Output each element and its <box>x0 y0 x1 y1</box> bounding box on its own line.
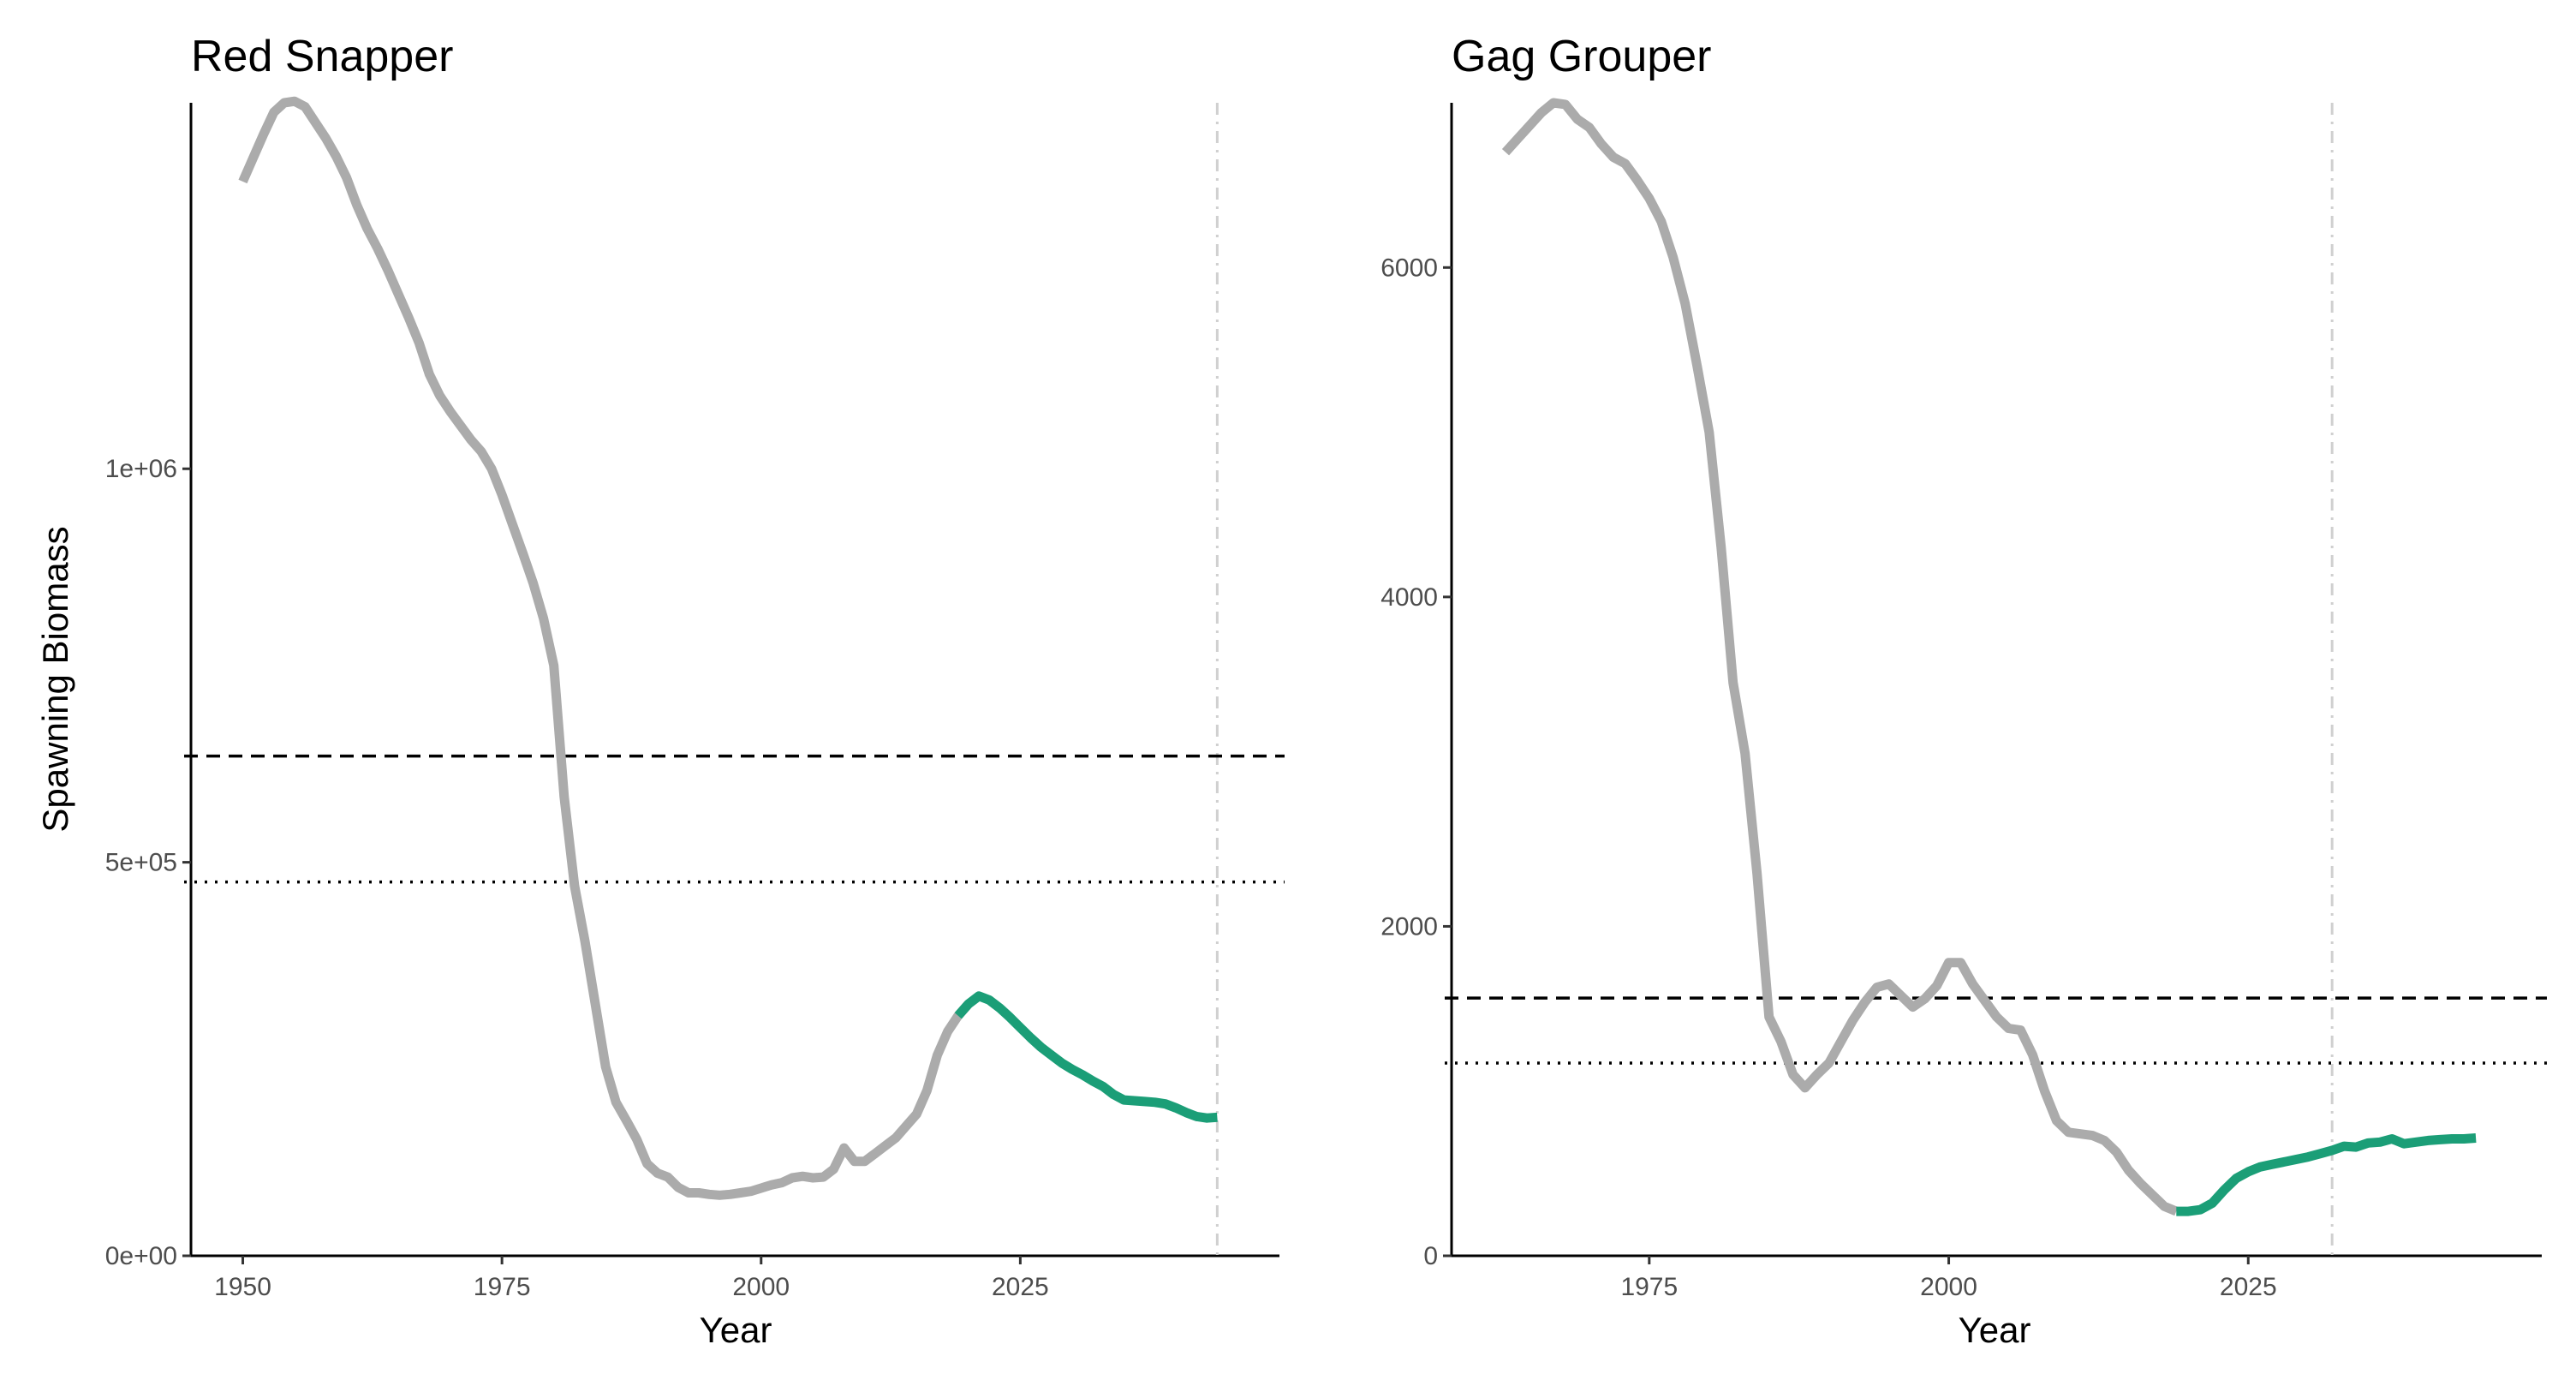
y-tick-label: 6000 <box>1380 254 1438 282</box>
x-tick-label: 1950 <box>214 1273 271 1301</box>
y-tick-label: 1e+06 <box>105 455 177 483</box>
y-tick-label: 0e+00 <box>105 1242 177 1270</box>
panel-gag-grouper: Gag Grouper Year 0 2000 4000 6000 1975 2000 20… <box>1380 32 2547 1350</box>
projected-series-line <box>954 991 1218 1123</box>
historical-series-line <box>238 96 973 1200</box>
x-axis-title: Year <box>700 1310 772 1350</box>
x-tick-label: 2000 <box>732 1273 790 1301</box>
historical-series-line <box>1501 98 2179 1216</box>
y-tick-label: 0 <box>1423 1242 1438 1270</box>
projected-series-line <box>2176 1133 2477 1216</box>
panel-title: Red Snapper <box>191 32 453 81</box>
panel-red-snapper: Red Snapper Year 0e+00 5e+05 1e+06 1950 1975… <box>105 32 1285 1350</box>
x-tick-label: 1975 <box>1620 1273 1678 1301</box>
y-tick-label: 2000 <box>1380 912 1438 941</box>
x-axis-title: Year <box>1959 1310 2031 1350</box>
x-tick-label: 1975 <box>474 1273 531 1301</box>
x-tick-label: 2000 <box>1920 1273 1977 1301</box>
y-tick-label: 4000 <box>1380 583 1438 612</box>
panel-title: Gag Grouper <box>1452 32 1712 81</box>
x-tick-label: 2025 <box>992 1273 1049 1301</box>
y-tick-label: 5e+05 <box>105 849 177 877</box>
x-tick-label: 2025 <box>2220 1273 2277 1301</box>
y-axis-title: Spawning Biomass <box>35 526 75 832</box>
